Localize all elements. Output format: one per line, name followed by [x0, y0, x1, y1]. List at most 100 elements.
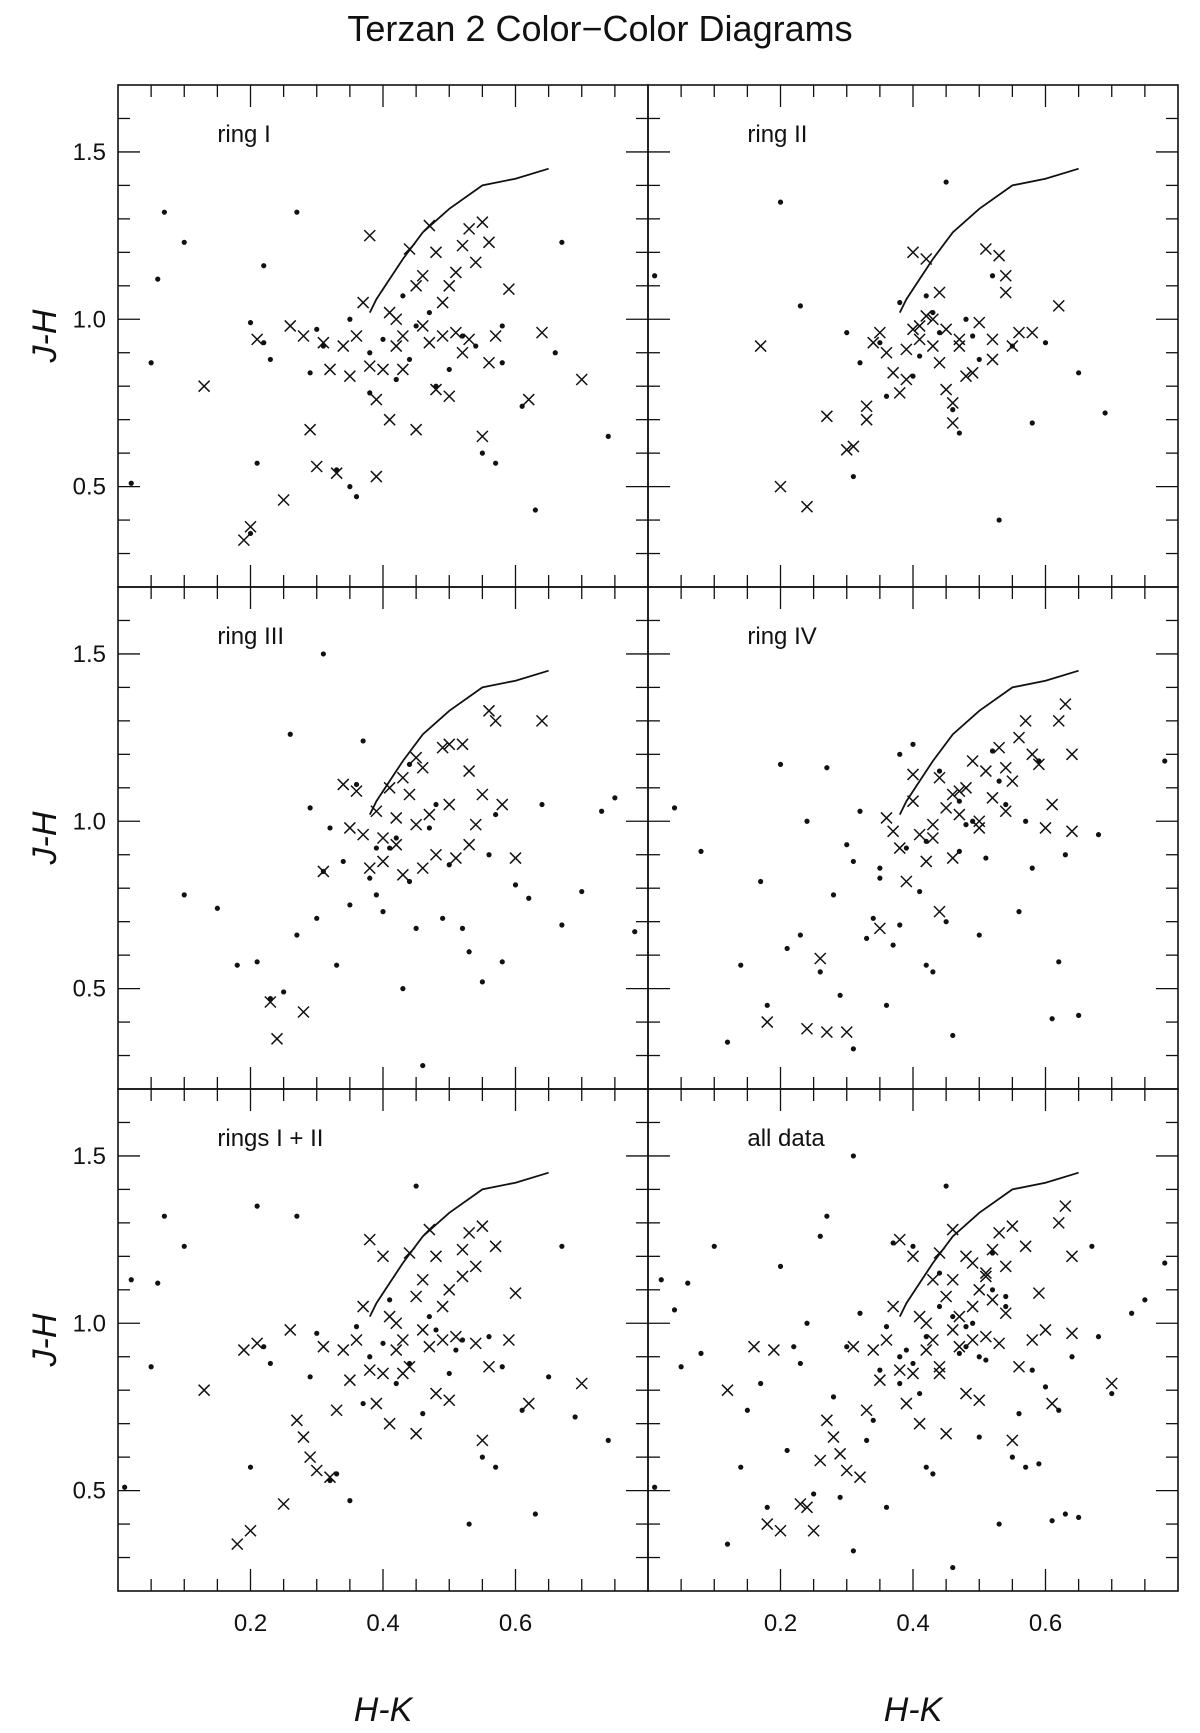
data-point-cross: [1006, 775, 1019, 788]
data-point-cross: [913, 319, 926, 332]
data-point-cross: [986, 333, 999, 346]
data-point-dot: [1095, 1334, 1102, 1340]
data-point-cross: [429, 246, 443, 259]
data-point-dot: [956, 1350, 962, 1356]
data-point-dot: [976, 932, 982, 938]
data-point-dot: [320, 651, 326, 657]
data-point-cross: [933, 1246, 946, 1260]
data-point-cross: [926, 313, 939, 326]
data-point-cross: [297, 1005, 310, 1019]
data-point-dot: [897, 299, 903, 306]
data-point-cross: [887, 1300, 900, 1313]
panel-frame: [117, 1088, 649, 1592]
data-point-cross: [357, 1300, 370, 1313]
data-point-cross: [767, 1344, 780, 1357]
data-point-dot: [903, 1347, 909, 1353]
x-axis-title: H-K: [354, 1691, 414, 1729]
data-point-dot: [307, 1374, 313, 1380]
data-point-cross: [946, 1273, 959, 1286]
figure-title: Terzan 2 Color−Color Diagrams: [347, 8, 853, 49]
data-point-cross: [456, 346, 469, 359]
data-point-cross: [575, 1377, 588, 1390]
data-point-cross: [999, 1307, 1012, 1320]
data-point-dot: [406, 356, 413, 363]
data-point-cross: [926, 1333, 939, 1347]
data-point-dot: [367, 350, 373, 356]
data-point-dot: [155, 276, 161, 282]
x-axis-title: H-K: [884, 1691, 944, 1729]
data-point-dot: [1076, 370, 1082, 376]
data-point-dot: [652, 273, 658, 279]
data-point-dot: [479, 979, 485, 985]
data-point-cross: [198, 1384, 211, 1397]
data-point-cross: [953, 340, 966, 353]
y-tick-label: 1.5: [73, 641, 106, 668]
data-point-cross: [376, 1367, 390, 1380]
data-point-dot: [764, 1002, 770, 1008]
data-point-dot: [910, 1243, 916, 1249]
panel-label: ring III: [217, 623, 284, 650]
data-point-cross: [873, 326, 886, 339]
data-point-dot: [148, 1364, 154, 1370]
data-point-cross: [946, 416, 959, 430]
data-point-cross: [913, 1310, 926, 1323]
data-point-dot: [1162, 758, 1168, 764]
data-point-dot: [850, 1046, 856, 1052]
reference-curve: [368, 167, 549, 313]
panel-label: rings I + II: [217, 1125, 323, 1152]
data-point-dot: [499, 959, 505, 965]
data-point-cross: [443, 798, 456, 811]
data-point-cross: [502, 1333, 515, 1347]
data-point-dot: [413, 323, 419, 329]
data-point-cross: [363, 1364, 376, 1377]
data-point-dot: [930, 1471, 936, 1477]
data-point-cross: [1012, 731, 1026, 744]
data-point-cross: [933, 356, 946, 369]
data-point-cross: [820, 1026, 833, 1039]
data-point-cross: [959, 1387, 973, 1400]
data-point-cross: [761, 1518, 774, 1531]
data-point-cross: [966, 366, 979, 379]
data-point-dot: [433, 801, 439, 808]
data-point-cross: [940, 801, 953, 814]
data-point-cross: [1059, 698, 1072, 711]
data-point-dot: [791, 1344, 797, 1350]
data-point-dot: [877, 865, 883, 871]
data-point-dot: [777, 761, 784, 767]
data-point-cross: [277, 1497, 290, 1511]
data-point-dot: [923, 293, 929, 299]
data-point-dot: [294, 1213, 300, 1219]
data-point-cross: [807, 1524, 820, 1537]
data-point-dot: [1029, 1367, 1035, 1373]
data-point-cross: [840, 1464, 853, 1477]
data-point-dot: [1023, 1464, 1029, 1470]
data-point-cross: [476, 1434, 489, 1447]
data-point-dot: [367, 1354, 373, 1360]
data-point-dot: [347, 484, 353, 490]
data-point-cross: [297, 329, 310, 343]
data-point-dot: [950, 407, 956, 413]
data-point-cross: [946, 852, 959, 865]
data-point-cross: [906, 246, 920, 259]
data-point-cross: [396, 1367, 409, 1380]
data-point-cross: [1006, 340, 1019, 353]
data-point-cross: [933, 771, 946, 784]
data-point-dot: [360, 1400, 366, 1407]
data-point-dot: [864, 1437, 870, 1443]
data-point-dot: [247, 320, 254, 326]
data-point-cross: [363, 229, 376, 242]
data-point-cross: [337, 778, 350, 791]
data-point-dot: [307, 805, 313, 811]
data-point-cross: [946, 788, 959, 801]
y-tick-label: 0.5: [73, 1478, 106, 1505]
data-point-cross: [893, 386, 906, 399]
data-point-dot: [698, 1350, 704, 1356]
data-point-cross: [800, 1022, 814, 1035]
data-point-dot: [963, 316, 969, 322]
data-point-dot: [989, 273, 996, 279]
reference-curve: [368, 1171, 549, 1317]
data-point-dot: [1016, 1411, 1022, 1417]
data-point-dot: [294, 209, 300, 215]
data-point-dot: [1036, 1461, 1042, 1467]
data-point-dot: [612, 795, 618, 801]
